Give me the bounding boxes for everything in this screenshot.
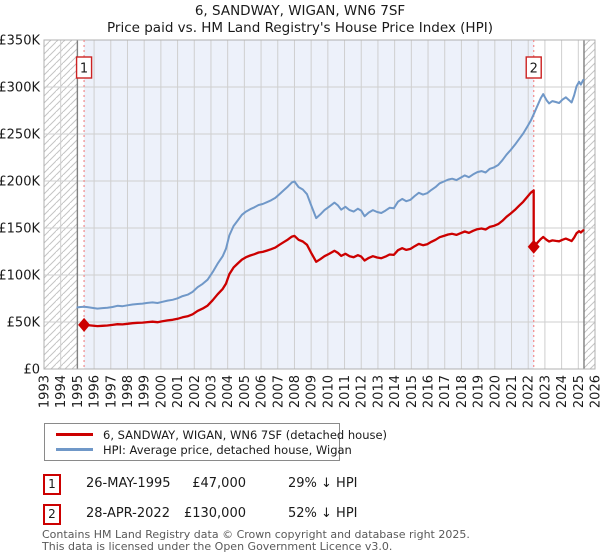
sale-row-2: 2 28-APR-2022 £130,000 52% ↓ HPI <box>0 504 600 526</box>
svg-text:2008: 2008 <box>288 375 303 408</box>
legend-item-hpi: HPI: Average price, detached house, Wiga… <box>45 442 352 457</box>
sale-2-date: 28-APR-2022 <box>86 506 170 521</box>
svg-text:2009: 2009 <box>305 375 320 408</box>
hpi-line-swatch <box>56 448 93 451</box>
svg-text:1995: 1995 <box>71 375 86 408</box>
svg-text:2007: 2007 <box>271 375 286 408</box>
svg-text:2026: 2026 <box>589 375 600 408</box>
svg-text:2024: 2024 <box>555 375 570 408</box>
legend-label-price: 6, SANDWAY, WIGAN, WN6 7SF (detached hou… <box>103 427 388 442</box>
page-subtitle: Price paid vs. HM Land Registry's House … <box>107 20 493 36</box>
svg-text:2012: 2012 <box>355 375 370 408</box>
sale-2-vs-hpi: 52% ↓ HPI <box>288 506 358 521</box>
svg-text:2000: 2000 <box>154 375 169 408</box>
copyright-footer: Contains HM Land Registry data © Crown c… <box>42 529 598 552</box>
svg-text:£250K: £250K <box>0 128 40 143</box>
svg-text:2021: 2021 <box>505 375 520 408</box>
svg-text:2011: 2011 <box>338 375 353 408</box>
price-line-swatch <box>56 433 93 436</box>
svg-text:2006: 2006 <box>255 375 270 408</box>
sale-1-price: £47,000 <box>192 476 246 491</box>
chart-legend: 6, SANDWAY, WIGAN, WN6 7SF (detached hou… <box>44 423 387 461</box>
svg-text:£200K: £200K <box>0 175 40 190</box>
svg-text:2014: 2014 <box>388 375 403 408</box>
svg-text:2005: 2005 <box>238 375 253 408</box>
page-title: 6, SANDWAY, WIGAN, WN6 7SF <box>194 3 406 19</box>
footer-line-1: Contains HM Land Registry data © Crown c… <box>42 528 470 541</box>
svg-text:2002: 2002 <box>188 375 203 408</box>
svg-text:1996: 1996 <box>88 375 103 408</box>
svg-text:£350K: £350K <box>0 34 40 49</box>
svg-text:2001: 2001 <box>171 375 186 408</box>
svg-text:£100K: £100K <box>0 269 40 284</box>
svg-text:2025: 2025 <box>572 375 587 408</box>
svg-text:2004: 2004 <box>221 375 236 408</box>
svg-text:2023: 2023 <box>538 375 553 408</box>
svg-text:2016: 2016 <box>422 375 437 408</box>
svg-text:1998: 1998 <box>121 375 136 408</box>
svg-text:2: 2 <box>530 62 538 77</box>
svg-text:2018: 2018 <box>455 375 470 408</box>
price-hpi-line-chart: 1993 1994 1995 1996 1997 1998 1999 2000 2001 2002… <box>0 34 600 409</box>
svg-text:£50K: £50K <box>7 316 41 331</box>
svg-text:£0: £0 <box>23 363 40 378</box>
svg-text:2010: 2010 <box>321 375 336 408</box>
svg-text:2022: 2022 <box>522 375 537 408</box>
chart-svg: 1993 1994 1995 1996 1997 1998 1999 2000 2001 2002… <box>0 34 600 409</box>
sale-1-date: 26-MAY-1995 <box>86 476 171 491</box>
svg-text:1993: 1993 <box>38 375 53 408</box>
svg-text:£150K: £150K <box>0 222 40 237</box>
svg-text:2019: 2019 <box>472 375 487 408</box>
svg-text:1997: 1997 <box>104 375 119 408</box>
svg-text:2015: 2015 <box>405 375 420 408</box>
svg-text:1999: 1999 <box>138 375 153 408</box>
sale-1-marker-badge: 1 <box>43 474 61 495</box>
sale-1-vs-hpi: 29% ↓ HPI <box>288 476 358 491</box>
sale-row-1: 1 26-MAY-1995 £47,000 29% ↓ HPI <box>0 474 600 496</box>
svg-text:2017: 2017 <box>438 375 453 408</box>
svg-text:1: 1 <box>80 62 88 77</box>
svg-text:2020: 2020 <box>488 375 503 408</box>
svg-text:1994: 1994 <box>54 375 69 408</box>
sale-2-marker-badge: 2 <box>43 504 61 525</box>
svg-text:£300K: £300K <box>0 81 40 96</box>
svg-text:2013: 2013 <box>371 375 386 408</box>
sale-2-price: £130,000 <box>183 506 246 521</box>
legend-item-price: 6, SANDWAY, WIGAN, WN6 7SF (detached hou… <box>45 427 387 442</box>
footer-line-2: This data is licensed under the Open Gov… <box>42 539 393 553</box>
svg-text:2003: 2003 <box>204 375 219 408</box>
legend-label-hpi: HPI: Average price, detached house, Wiga… <box>103 442 352 457</box>
